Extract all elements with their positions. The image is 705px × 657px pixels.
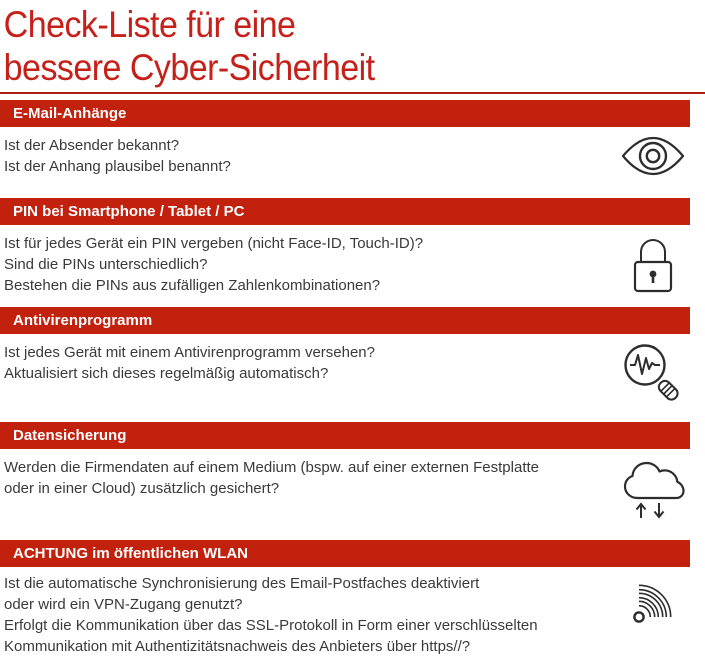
section-data-backup: Datensicherung Werden die Firmendaten au… [0, 422, 705, 519]
section-header-bar: Datensicherung [0, 422, 690, 449]
checklist-line: Bestehen die PINs aus zufälligen Zahlenk… [4, 277, 381, 294]
section-text: Ist der Absender bekannt? Ist der Anhang… [4, 135, 607, 177]
checklist-line: Sind die PINs unterschiedlich? [4, 256, 208, 273]
checklist-line: oder in einer Cloud) zusätzlich gesicher… [4, 480, 280, 497]
section-text: Ist für jedes Gerät ein PIN vergeben (ni… [4, 233, 607, 296]
page-title-line1: Check-Liste für eine [3, 4, 296, 45]
checklist-line: Ist die automatische Synchronisierung de… [4, 575, 480, 592]
section-title: PIN bei Smartphone / Tablet / PC [13, 203, 245, 220]
section-public-wlan: ACHTUNG im öffentlichen WLAN Ist die aut… [0, 540, 705, 657]
checklist-line: Ist der Absender bekannt? [4, 137, 180, 154]
checklist-line: Kommunikation mit Authentizitätsnachweis… [4, 638, 471, 655]
virus-scan-magnifier-icon [621, 342, 685, 402]
title-divider [0, 92, 705, 94]
section-email-attachments: E-Mail-Anhänge Ist der Absender bekannt?… [0, 100, 705, 177]
checklist-line: Werden die Firmendaten auf einem Medium … [4, 459, 540, 476]
section-header-bar: PIN bei Smartphone / Tablet / PC [0, 198, 690, 225]
section-title: Datensicherung [13, 427, 127, 444]
section-header-bar: Antivirenprogramm [0, 307, 690, 334]
wifi-signal-icon [630, 575, 676, 625]
section-antivirus: Antivirenprogramm Ist jedes Gerät mit ei… [0, 307, 705, 402]
section-header-bar: E-Mail-Anhänge [0, 100, 690, 127]
checklist-line: oder wird ein VPN-Zugang genutzt? [4, 596, 243, 613]
section-header-bar: ACHTUNG im öffentlichen WLAN [0, 540, 690, 567]
page-title: Check-Liste für eine bessere Cyber-Siche… [0, 0, 649, 89]
section-text: Ist die automatische Synchronisierung de… [4, 573, 607, 657]
section-title: ACHTUNG im öffentlichen WLAN [13, 545, 248, 562]
section-title: E-Mail-Anhänge [13, 105, 127, 122]
section-title: Antivirenprogramm [13, 312, 153, 329]
eye-icon [621, 135, 685, 177]
page-title-line2: bessere Cyber-Sicherheit [3, 47, 375, 88]
section-text: Ist jedes Gerät mit einem Antivirenprogr… [4, 342, 607, 402]
padlock-icon [633, 236, 673, 294]
checklist-line: Erfolgt die Kommunikation über das SSL-P… [4, 617, 538, 634]
checklist-line: Aktualisiert sich dieses regelmäßig auto… [4, 365, 329, 382]
checklist-line: Ist für jedes Gerät ein PIN vergeben (ni… [4, 235, 424, 252]
section-text: Werden die Firmendaten auf einem Medium … [4, 457, 607, 519]
checklist-line: Ist jedes Gerät mit einem Antivirenprogr… [4, 344, 375, 361]
checklist-line: Ist der Anhang plausibel benannt? [4, 158, 231, 175]
cloud-backup-icon [619, 457, 687, 519]
section-pin-devices: PIN bei Smartphone / Tablet / PC Ist für… [0, 198, 705, 296]
